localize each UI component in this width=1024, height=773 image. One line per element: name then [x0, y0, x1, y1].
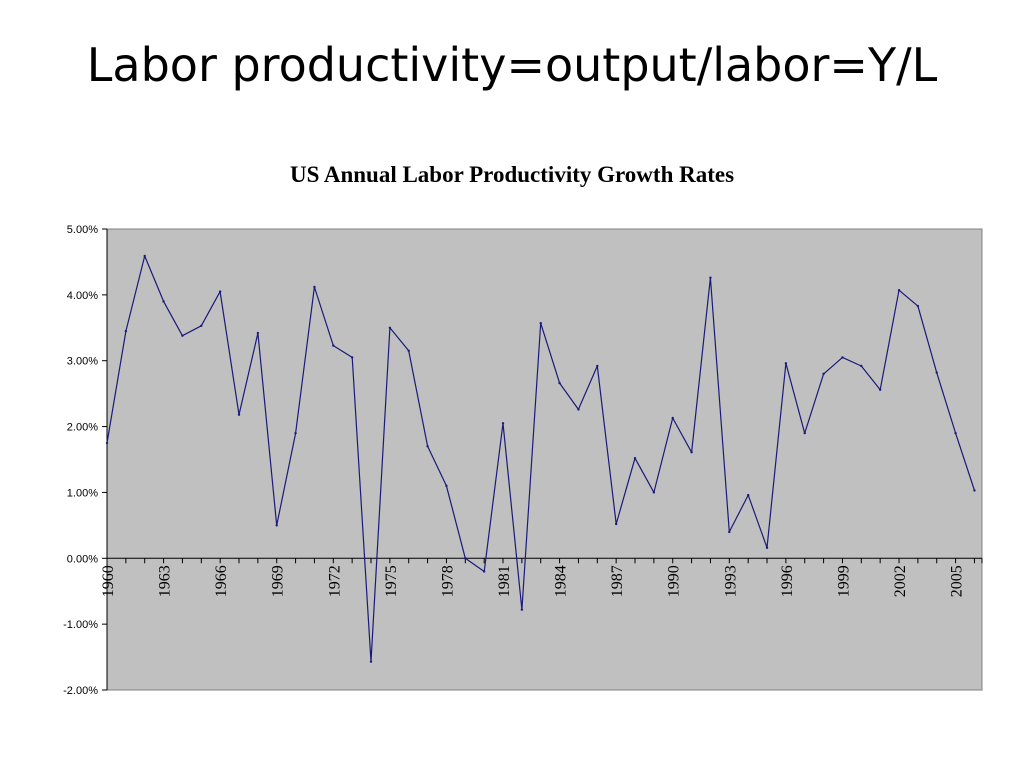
data-point [841, 356, 844, 359]
y-tick-label: 4.00% [67, 290, 98, 302]
x-axis: 1960 1963 1966 1969 1972 1975 1978 1981 1984 1987… [100, 557, 983, 597]
y-tick-label: 0.00% [67, 553, 98, 565]
data-point [897, 289, 901, 292]
data-point [105, 441, 109, 445]
data-point [407, 349, 410, 353]
data-point [671, 416, 674, 420]
data-point [860, 364, 863, 368]
data-point [765, 546, 769, 549]
data-point [803, 431, 806, 435]
data-point [218, 290, 222, 293]
series-layer [105, 254, 976, 663]
data-point [746, 493, 750, 497]
data-point [200, 324, 203, 328]
data-point [577, 408, 580, 411]
data-point [784, 362, 788, 365]
data-point [501, 422, 505, 425]
data-point [878, 388, 882, 391]
data-point [596, 364, 599, 368]
x-tick-label: 1990 [666, 565, 683, 597]
data-point [275, 524, 278, 527]
slide-title: Labor productivity=output/labor=Y/L [86, 38, 938, 92]
y-tick-label: -1.00% [63, 619, 98, 631]
chart-title: US Annual Labor Productivity Growth Rate… [290, 162, 734, 187]
data-point [935, 371, 938, 374]
x-tick-label: 1999 [835, 565, 852, 597]
y-tick-label: 2.00% [67, 422, 98, 434]
y-tick-label: 1.00% [67, 487, 98, 499]
data-point [728, 530, 731, 534]
data-point [294, 431, 297, 435]
y-axis: 5.00% 4.00% 3.00% 2.00% 1.00% 0.00% -1.00% -2.0… [63, 224, 108, 697]
data-point [313, 285, 316, 289]
x-tick-label: 1966 [213, 565, 230, 597]
data-point [162, 300, 165, 303]
data-point [369, 660, 373, 663]
data-point [388, 326, 392, 329]
data-point [482, 570, 486, 573]
data-point [520, 608, 524, 611]
data-point [822, 372, 825, 376]
data-point [124, 329, 128, 333]
data-point [332, 344, 335, 347]
data-point [445, 484, 448, 488]
data-point [464, 557, 467, 560]
data-point [143, 254, 146, 258]
plot-area [106, 228, 983, 691]
data-point [558, 381, 561, 385]
x-tick-label: 1978 [439, 565, 456, 597]
x-tick-label: 1960 [100, 565, 117, 597]
data-point [709, 276, 712, 279]
data-point [237, 413, 241, 416]
x-tick-label: 1987 [609, 565, 626, 597]
data-point [539, 321, 542, 325]
x-tick-label: 1996 [779, 565, 796, 597]
y-tick-label: -2.00% [63, 685, 98, 697]
x-tick-label: 1981 [496, 565, 513, 597]
x-tick-label: 1963 [157, 565, 174, 597]
x-tick-label: 1969 [270, 565, 287, 597]
x-tick-label: 2005 [949, 565, 966, 597]
data-point [256, 331, 260, 335]
data-point [954, 431, 957, 435]
data-point [652, 491, 656, 494]
data-point [690, 451, 693, 454]
data-point [426, 445, 429, 448]
data-point [350, 356, 354, 359]
x-tick-label: 1993 [722, 565, 739, 597]
data-point [614, 522, 618, 526]
x-tick-label: 2002 [892, 565, 909, 597]
x-tick-label: 1972 [326, 565, 343, 597]
data-point [633, 456, 637, 460]
y-tick-label: 3.00% [67, 356, 98, 368]
y-tick-label: 5.00% [67, 224, 98, 236]
data-point [973, 489, 976, 492]
x-tick-label: 1975 [383, 565, 400, 597]
data-point [181, 334, 184, 337]
data-point [916, 304, 920, 308]
x-tick-label: 1984 [553, 565, 570, 597]
